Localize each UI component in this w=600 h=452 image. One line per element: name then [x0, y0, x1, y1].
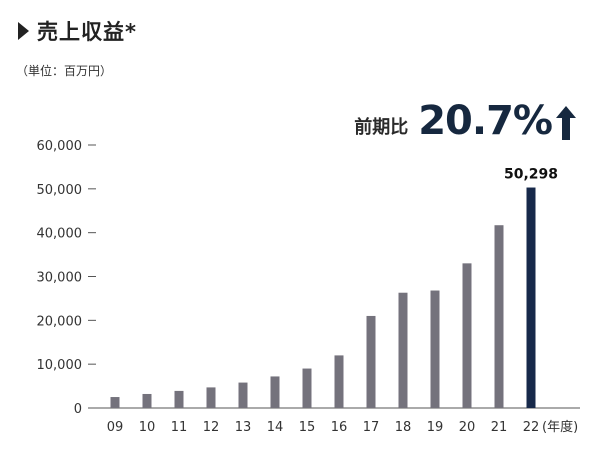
yoy-value: 20.7% — [418, 98, 553, 144]
bar — [366, 315, 376, 408]
x-tick-label: 12 — [203, 420, 220, 435]
x-tick-label: 14 — [267, 420, 284, 435]
x-tick-label: 18 — [395, 420, 412, 435]
bar — [110, 397, 120, 408]
bar — [174, 390, 184, 408]
x-tick-label: 10 — [139, 420, 156, 435]
bar — [302, 368, 312, 408]
bar — [494, 225, 504, 408]
x-tick-label: 20 — [459, 420, 476, 435]
x-tick-label: 17 — [363, 420, 380, 435]
bar — [526, 187, 536, 408]
unit-note: （単位：百万円） — [16, 64, 113, 78]
bar — [430, 290, 440, 408]
y-tick-label: 0 — [74, 402, 82, 417]
x-tick-label: 21 — [491, 420, 508, 435]
x-tick-label: 19 — [427, 420, 444, 435]
y-tick-label: 30,000 — [37, 271, 83, 286]
x-tick-label: 09 — [107, 420, 124, 435]
title-row: 売上収益* — [18, 16, 137, 46]
bar — [206, 387, 216, 408]
x-tick-label: 22 — [523, 420, 540, 435]
y-tick-label: 50,000 — [37, 183, 83, 198]
chart-title: 売上収益* — [37, 20, 137, 44]
bar — [398, 292, 408, 408]
bar — [238, 382, 248, 408]
data-label: 50,298 — [504, 167, 558, 183]
bar — [142, 393, 152, 408]
x-tick-label: 15 — [299, 420, 316, 435]
y-tick-label: 10,000 — [37, 358, 83, 373]
y-tick-label: 20,000 — [37, 314, 83, 329]
x-tick-label: 11 — [171, 420, 188, 435]
bar — [334, 355, 344, 408]
y-tick-label: 40,000 — [37, 227, 83, 242]
bar — [462, 263, 472, 408]
x-tick-label: 13 — [235, 420, 252, 435]
x-tick-label: 16 — [331, 420, 348, 435]
y-tick-label: 60,000 — [37, 139, 83, 154]
bar — [270, 376, 280, 408]
x-axis-suffix: (年度) — [542, 419, 578, 435]
yoy-label: 前期比 — [354, 117, 409, 138]
up-arrow-icon — [556, 106, 576, 140]
play-triangle-icon — [18, 22, 29, 40]
yoy-callout: 前期比 20.7% — [354, 98, 576, 144]
